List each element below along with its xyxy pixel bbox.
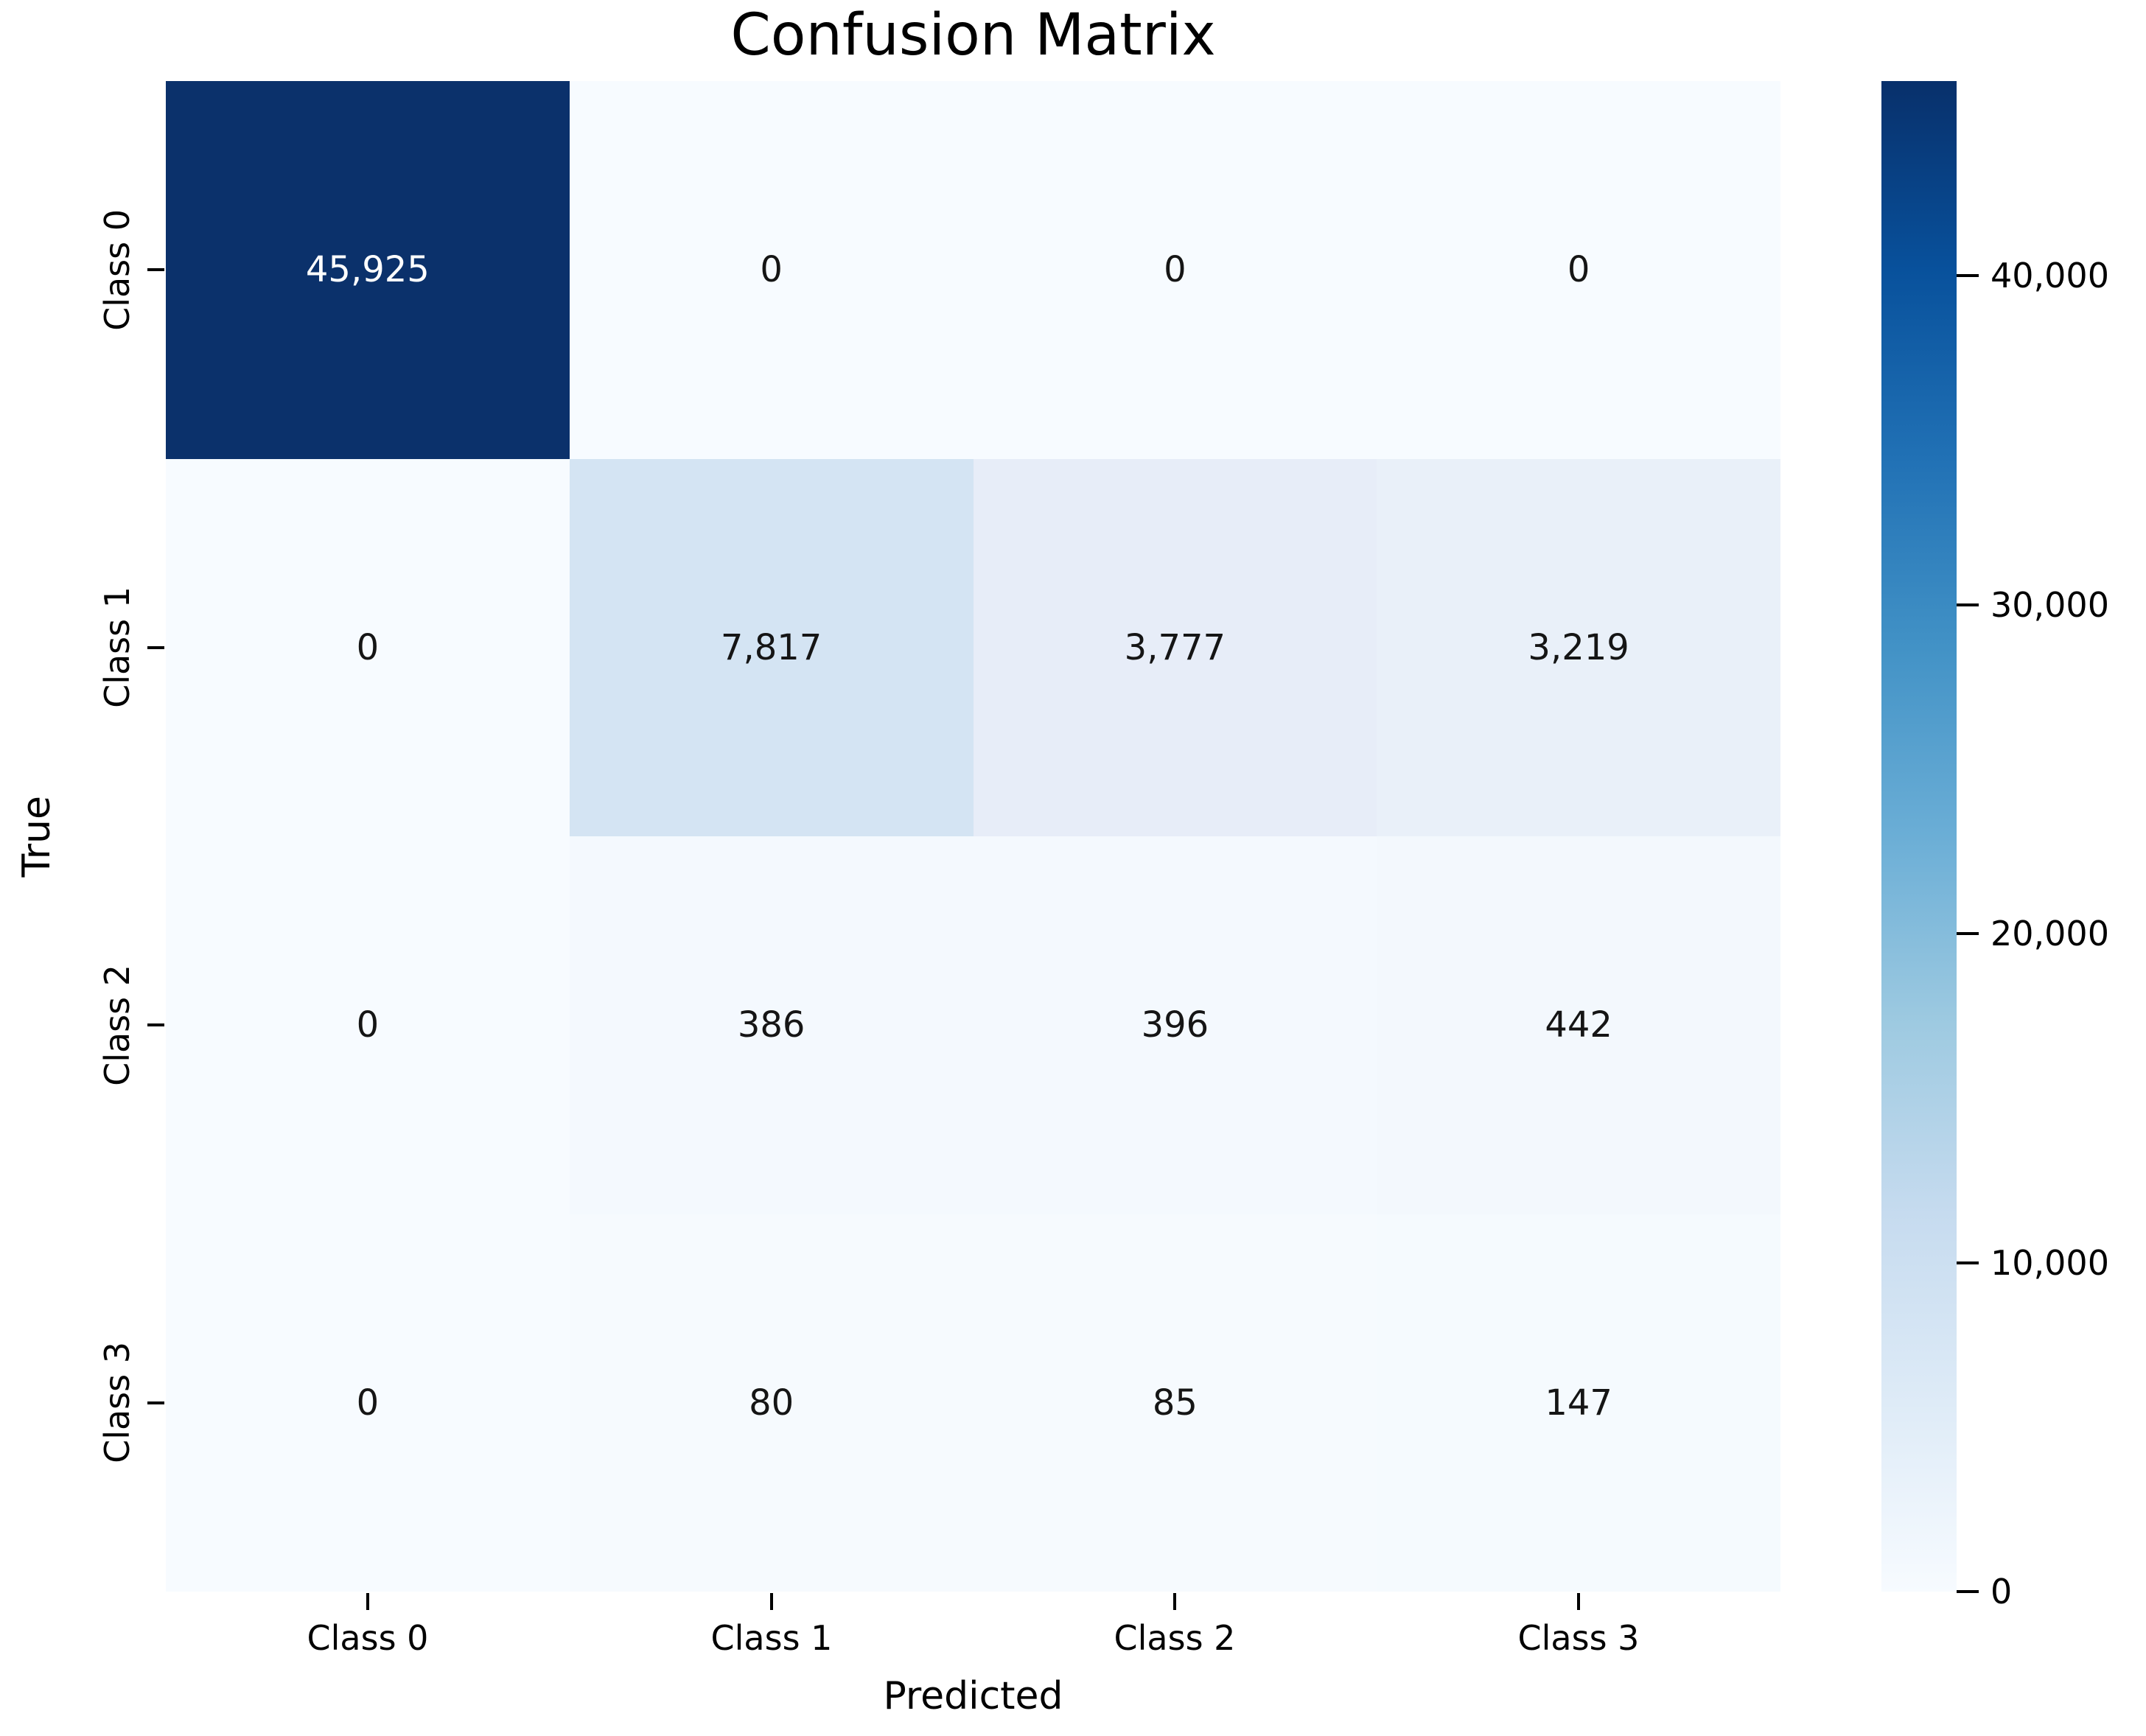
y-axis-title-box: True bbox=[11, 81, 63, 1592]
heatmap-plot: 45,925 0 0 0 0 7,817 3,777 3,219 0 386 3… bbox=[166, 81, 1780, 1592]
matrix-cell: 0 bbox=[166, 836, 570, 1214]
matrix-cell: 85 bbox=[973, 1214, 1377, 1592]
colorbar-tick-mark bbox=[1957, 932, 1979, 936]
colorbar-tick-label: 20,000 bbox=[1991, 914, 2109, 954]
colorbar-tick-mark bbox=[1957, 603, 1979, 606]
colorbar-tick-label: 30,000 bbox=[1991, 584, 2109, 625]
matrix-cell: 396 bbox=[973, 836, 1377, 1214]
colorbar-tick-label: 0 bbox=[1991, 1572, 2013, 1611]
x-tick-label: Class 0 bbox=[307, 1618, 429, 1658]
y-tick-mark bbox=[147, 1401, 164, 1404]
y-tick-label-box: Class 3 bbox=[87, 1214, 147, 1591]
y-tick-label: Class 0 bbox=[97, 209, 137, 331]
x-tick-mark bbox=[366, 1593, 369, 1610]
colorbar bbox=[1881, 81, 1957, 1592]
matrix-cell: 0 bbox=[166, 458, 570, 836]
matrix-cell: 3,777 bbox=[973, 458, 1377, 836]
colorbar-tick-mark bbox=[1957, 1590, 1979, 1593]
matrix-cell: 442 bbox=[1377, 836, 1780, 1214]
x-axis-ticks bbox=[166, 1593, 1780, 1610]
x-tick-mark bbox=[1577, 1593, 1581, 1610]
chart-title: Confusion Matrix bbox=[730, 2, 1216, 69]
x-tick-mark bbox=[769, 1593, 773, 1610]
colorbar-tick-label: 40,000 bbox=[1991, 256, 2109, 296]
matrix-cell: 80 bbox=[569, 1214, 974, 1592]
y-tick-label: Class 3 bbox=[97, 1341, 137, 1463]
x-tick-mark bbox=[1173, 1593, 1177, 1610]
y-axis-ticks bbox=[147, 81, 164, 1592]
y-axis-title: True bbox=[15, 795, 59, 878]
matrix-cell: 0 bbox=[569, 81, 974, 459]
colorbar-tick-label: 10,000 bbox=[1991, 1242, 2109, 1283]
x-axis-title: Predicted bbox=[883, 1674, 1063, 1718]
matrix-cell: 386 bbox=[569, 836, 974, 1214]
matrix-cell: 147 bbox=[1377, 1214, 1780, 1592]
colorbar-tick-mark bbox=[1957, 1261, 1979, 1264]
y-tick-label-box: Class 1 bbox=[87, 458, 147, 836]
matrix-cell: 7,817 bbox=[569, 458, 974, 836]
x-tick-label: Class 2 bbox=[1114, 1618, 1236, 1658]
y-tick-label: Class 1 bbox=[97, 586, 137, 708]
y-tick-label-box: Class 0 bbox=[87, 81, 147, 458]
matrix-cell: 0 bbox=[973, 81, 1377, 459]
y-tick-mark bbox=[147, 645, 164, 649]
matrix-cell: 0 bbox=[166, 1214, 570, 1592]
colorbar-tick-mark bbox=[1957, 274, 1979, 278]
y-tick-label: Class 2 bbox=[97, 964, 137, 1086]
matrix-cell: 3,219 bbox=[1377, 458, 1780, 836]
y-tick-mark bbox=[147, 268, 164, 272]
matrix-cell: 45,925 bbox=[166, 81, 570, 459]
x-tick-label: Class 3 bbox=[1517, 1618, 1640, 1658]
y-tick-label-box: Class 2 bbox=[87, 836, 147, 1214]
y-tick-mark bbox=[147, 1023, 164, 1027]
x-tick-label: Class 1 bbox=[710, 1618, 833, 1658]
colorbar-ticks: 40,000 30,000 20,000 10,000 0 bbox=[1957, 81, 2146, 1611]
matrix-cell: 0 bbox=[1377, 81, 1780, 459]
